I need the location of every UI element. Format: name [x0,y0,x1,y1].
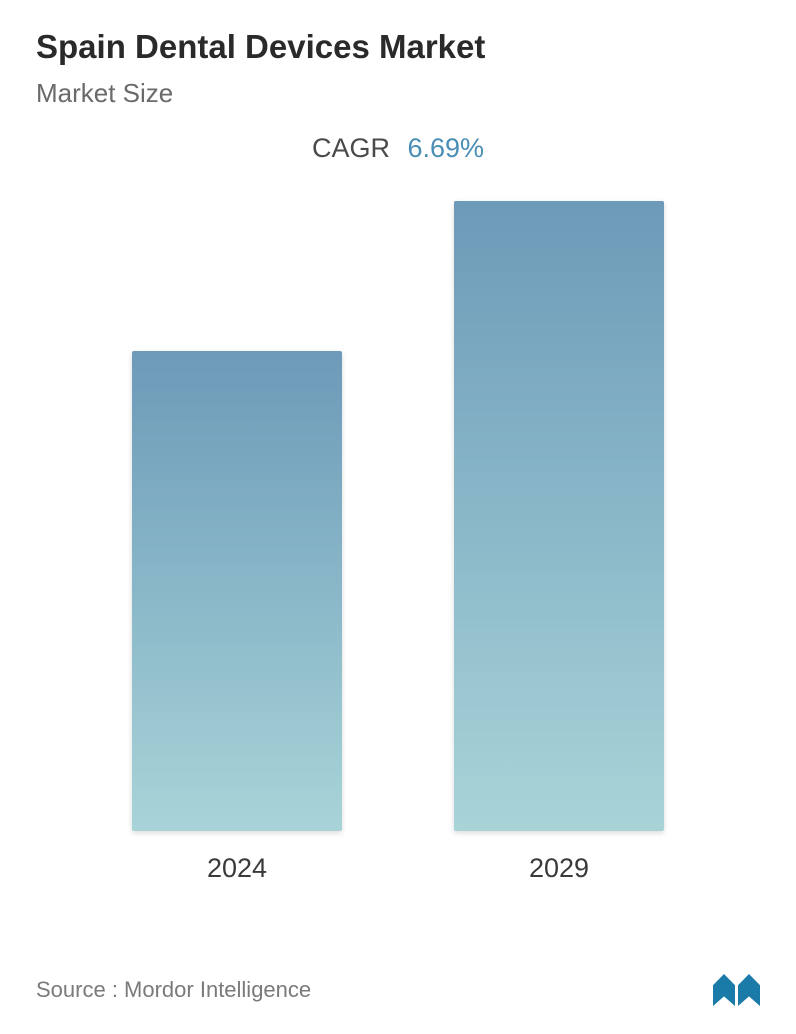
chart-footer: Source : Mordor Intelligence [36,974,760,1006]
cagr-label: CAGR [312,133,390,163]
bar-group: 2029 [439,201,679,884]
bar-2029 [454,201,664,831]
mordor-logo-icon [713,974,760,1006]
chart-subtitle: Market Size [36,78,760,109]
bar-group: 2024 [117,351,357,884]
cagr-value: 6.69% [407,133,484,163]
bar-chart: 2024 2029 [36,204,760,884]
bar-label: 2024 [207,853,267,884]
source-text: Source : Mordor Intelligence [36,977,311,1003]
bar-label: 2029 [529,853,589,884]
bar-2024 [132,351,342,831]
chart-title: Spain Dental Devices Market [36,28,760,66]
cagr-row: CAGR 6.69% [36,133,760,164]
